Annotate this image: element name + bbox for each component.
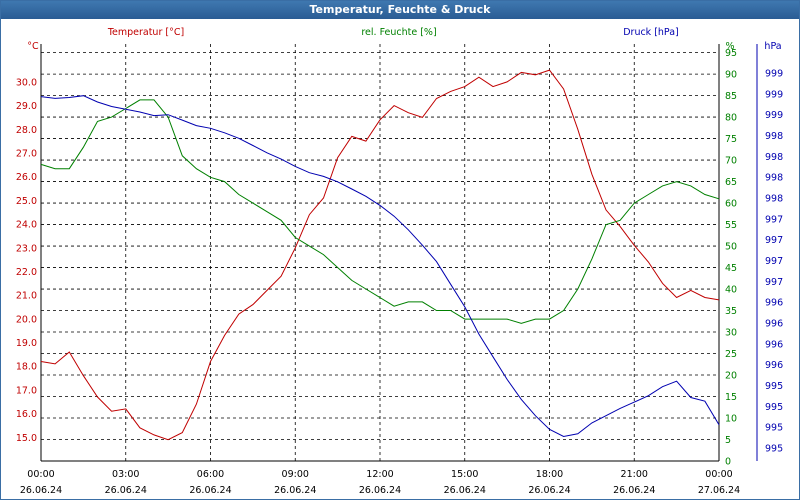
y-tick-temperature: 18.0: [16, 362, 37, 373]
x-tick-date: 26.06.24: [274, 485, 316, 496]
y-tick-pressure: 995: [765, 444, 783, 455]
y-tick-pressure: 996: [765, 319, 783, 330]
y-tick-pressure: 997: [765, 277, 783, 288]
y-tick-humidity: 10: [725, 414, 737, 425]
y-tick-pressure: 996: [765, 298, 783, 309]
y-tick-humidity: 35: [725, 306, 737, 317]
grid-lines: [40, 44, 720, 462]
y-tick-pressure: 995: [765, 402, 783, 413]
series-temperature-line: [40, 69, 720, 441]
x-tick-date: 26.06.24: [444, 485, 486, 496]
y-tick-temperature: 26.0: [16, 172, 37, 183]
x-tick-time: 12:00: [366, 469, 393, 480]
y-tick-pressure: 999: [765, 110, 783, 121]
series-lines: [40, 69, 720, 441]
y-tick-humidity: 75: [725, 134, 737, 145]
y-tick-temperature: 27.0: [16, 148, 37, 159]
y-tick-humidity: 70: [725, 156, 737, 167]
y-tick-pressure: 995: [765, 381, 783, 392]
y-tick-pressure: 998: [765, 131, 783, 142]
unit-left: °C: [27, 41, 39, 52]
x-tick-time: 03:00: [112, 469, 139, 480]
y-tick-temperature: 20.0: [16, 314, 37, 325]
x-tick-time: 21:00: [621, 469, 648, 480]
window-title: Temperatur, Feuchte & Druck: [1, 1, 799, 19]
y-tick-humidity: 80: [725, 113, 737, 124]
y-tick-pressure: 998: [765, 194, 783, 205]
x-tick-date: 26.06.24: [20, 485, 62, 496]
y-tick-humidity: 20: [725, 371, 737, 382]
y-tick-temperature: 19.0: [16, 338, 37, 349]
x-tick-time: 00:00: [705, 469, 732, 480]
legend-temperature: Temperatur [°C]: [107, 27, 184, 38]
y-tick-pressure: 997: [765, 235, 783, 246]
y-tick-pressure: 996: [765, 339, 783, 350]
axis-labels: 30.0 29.0 28.0 27.0 26.0 25.0 24.0 23.0 22.0 21.0…: [16, 48, 783, 496]
y-tick-humidity: 55: [725, 220, 737, 231]
y-tick-humidity: 95: [725, 48, 737, 59]
x-tick-date: 26.06.24: [105, 485, 147, 496]
y-tick-humidity: 30: [725, 328, 737, 339]
legend-pressure: Druck [hPa]: [623, 27, 679, 38]
x-tick-time: 09:00: [282, 469, 309, 480]
y-tick-humidity: 40: [725, 285, 737, 296]
y-tick-humidity: 60: [725, 199, 737, 210]
y-tick-humidity: 65: [725, 177, 737, 188]
x-tick-time: 18:00: [536, 469, 563, 480]
x-tick-date: 26.06.24: [528, 485, 570, 496]
y-tick-humidity: 45: [725, 263, 737, 274]
y-tick-temperature: 24.0: [16, 220, 37, 231]
y-tick-humidity: 50: [725, 242, 737, 253]
y-tick-humidity: 0: [725, 457, 731, 468]
y-tick-pressure: 999: [765, 69, 783, 80]
y-tick-temperature: 25.0: [16, 196, 37, 207]
y-tick-humidity: 5: [725, 435, 731, 446]
y-tick-humidity: 90: [725, 70, 737, 81]
unit-right-humidity: %: [725, 41, 734, 52]
unit-right-pressure: hPa: [764, 41, 781, 52]
y-tick-temperature: 16.0: [16, 409, 37, 420]
axes: [40, 44, 758, 462]
y-tick-humidity: 15: [725, 392, 737, 403]
y-tick-pressure: 995: [765, 423, 783, 434]
x-tick-time: 00:00: [27, 469, 54, 480]
x-tick-date: 26.06.24: [189, 485, 231, 496]
x-tick-date: 26.06.24: [359, 485, 401, 496]
y-tick-temperature: 28.0: [16, 125, 37, 136]
y-tick-pressure: 997: [765, 214, 783, 225]
y-tick-temperature: 22.0: [16, 267, 37, 278]
x-tick-time: 06:00: [197, 469, 224, 480]
y-tick-humidity: 85: [725, 91, 737, 102]
y-tick-temperature: 30.0: [16, 77, 37, 88]
y-tick-pressure: 996: [765, 360, 783, 371]
legend: Temperatur [°C] rel. Feuchte [%] Druck […: [27, 27, 781, 52]
y-tick-pressure: 998: [765, 152, 783, 163]
series-pressure-line: [40, 95, 720, 438]
x-tick-date: 26.06.24: [613, 485, 655, 496]
legend-humidity: rel. Feuchte [%]: [361, 27, 436, 38]
y-tick-temperature: 17.0: [16, 385, 37, 396]
x-tick-time: 15:00: [451, 469, 478, 480]
x-tick-date: 27.06.24: [698, 485, 740, 496]
y-tick-temperature: 29.0: [16, 101, 37, 112]
y-tick-pressure: 998: [765, 173, 783, 184]
y-tick-temperature: 15.0: [16, 433, 37, 444]
y-tick-humidity: 25: [725, 349, 737, 360]
y-tick-temperature: 23.0: [16, 243, 37, 254]
y-tick-pressure: 999: [765, 89, 783, 100]
y-tick-temperature: 21.0: [16, 291, 37, 302]
y-tick-pressure: 997: [765, 256, 783, 267]
series-humidity-line: [40, 99, 720, 324]
